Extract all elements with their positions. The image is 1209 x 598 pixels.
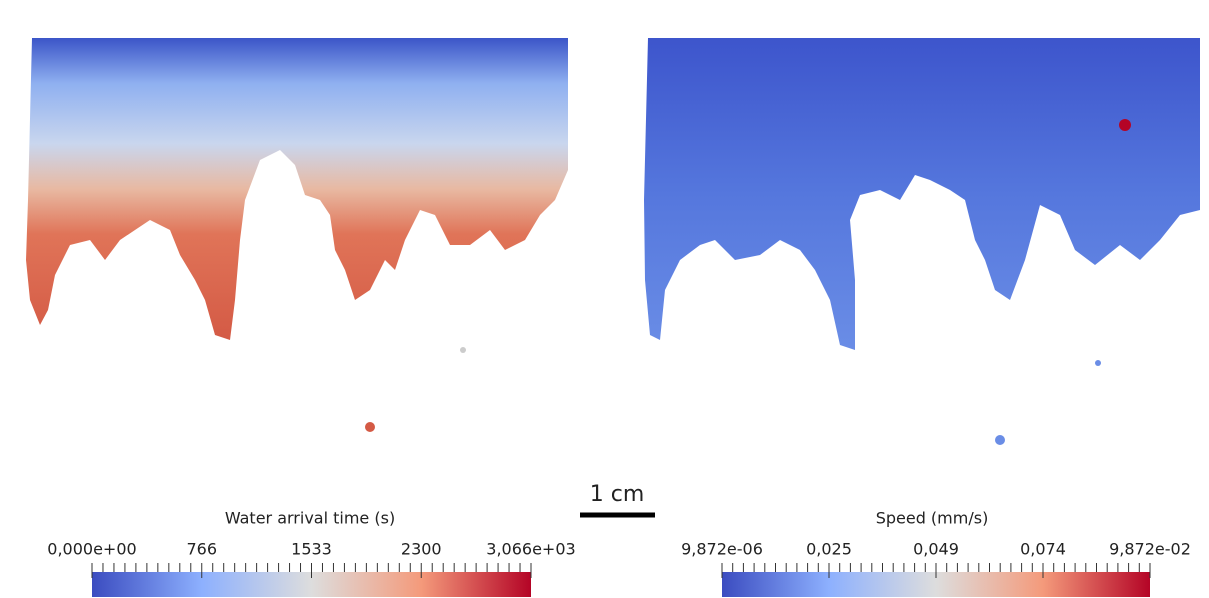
speed-field xyxy=(644,38,1200,350)
colorbar-label: 3,066e+03 xyxy=(486,540,575,559)
colorbar: Speed (mm/s) 9,872e-06 0,025 0,049 0,074 9,8… xyxy=(681,509,1191,597)
colorbar-label: 0,000e+00 xyxy=(47,540,136,559)
droplet xyxy=(460,347,466,353)
colorbar-label: 9,872e-02 xyxy=(1109,540,1191,559)
colorbar-label: 0,049 xyxy=(913,540,959,559)
arrival-time-field xyxy=(26,38,568,340)
droplet xyxy=(1095,360,1101,366)
scale-bar-label: 1 cm xyxy=(590,482,645,507)
colorbar: Water arrival time (s) 0,000e+00 766 1533 2… xyxy=(47,509,576,597)
colorbar-title: Water arrival time (s) xyxy=(225,509,395,528)
colorbar-label: 0,025 xyxy=(806,540,852,559)
colorbar-label: 766 xyxy=(186,540,217,559)
colorbar-label: 1533 xyxy=(291,540,332,559)
droplet xyxy=(365,422,375,432)
colorbar-title: Speed (mm/s) xyxy=(876,509,989,528)
droplet xyxy=(995,435,1005,445)
hotspot xyxy=(1119,119,1131,131)
colorbar-label: 0,074 xyxy=(1020,540,1066,559)
colorbar-label: 2300 xyxy=(401,540,442,559)
colorbar-label: 9,872e-06 xyxy=(681,540,763,559)
